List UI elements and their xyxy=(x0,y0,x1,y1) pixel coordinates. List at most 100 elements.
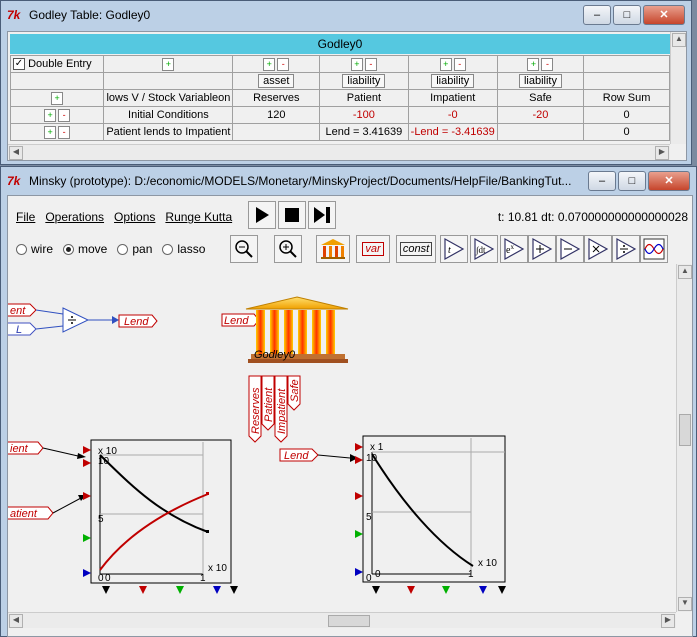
add-row-button[interactable]: + xyxy=(44,108,57,122)
delete-row-button[interactable]: - xyxy=(58,108,71,122)
wire[interactable] xyxy=(35,309,64,315)
add-stock-button[interactable]: + xyxy=(162,57,175,71)
table-cell[interactable]: Lend = 3.41639 xyxy=(319,123,409,141)
scroll-up-icon[interactable]: ▲ xyxy=(678,265,692,279)
table-cell[interactable] xyxy=(232,123,321,141)
multiply-tool-button[interactable] xyxy=(584,235,612,263)
var-lend-bank[interactable]: Lend xyxy=(221,313,260,327)
delete-row-button[interactable]: - xyxy=(58,125,71,139)
wire[interactable] xyxy=(317,454,351,459)
menu-runge-kutta[interactable]: Runge Kutta xyxy=(165,210,233,224)
godley-titlebar[interactable]: 7k Godley Table: Godley0 – □ ✕ xyxy=(1,1,691,29)
var-lend-arrow[interactable]: Lend xyxy=(118,314,158,328)
const-tool-button[interactable]: const xyxy=(396,235,436,263)
table-cell[interactable]: 120 xyxy=(232,106,321,124)
maximize-icon[interactable]: □ xyxy=(613,5,641,25)
zoom-out-button[interactable] xyxy=(230,235,258,263)
stock-header[interactable]: Patient xyxy=(319,89,409,107)
scroll-right-icon[interactable]: ▶ xyxy=(661,614,675,628)
add-column-button[interactable]: + xyxy=(263,57,276,71)
divide-operator[interactable] xyxy=(62,307,90,333)
mode-pan[interactable]: pan xyxy=(117,242,152,256)
wire[interactable] xyxy=(42,447,79,457)
table-cell[interactable]: -0 xyxy=(407,106,498,124)
mode-lasso[interactable]: lasso xyxy=(162,242,205,256)
scroll-thumb[interactable] xyxy=(679,414,691,446)
subtract-tool-button[interactable] xyxy=(556,235,584,263)
var-lend-plot2[interactable]: Lend xyxy=(279,448,319,462)
exp-tool-button[interactable]: ex xyxy=(500,235,528,263)
close-icon[interactable]: ✕ xyxy=(643,5,685,25)
add-row-button[interactable]: + xyxy=(51,91,64,105)
table-cell[interactable]: -100 xyxy=(319,106,409,124)
var-impatient-plot[interactable]: atient xyxy=(8,506,54,520)
menu-operations[interactable]: Operations xyxy=(45,210,105,224)
table-cell[interactable] xyxy=(496,123,585,141)
asset-class-button[interactable]: liability xyxy=(431,74,475,88)
row-label[interactable]: Patient lends to Impatient xyxy=(103,123,234,141)
double-entry-checkbox[interactable]: ✓ xyxy=(13,58,25,71)
godley-tool-button[interactable] xyxy=(316,235,350,263)
step-button[interactable] xyxy=(308,201,336,229)
integrate-tool-button[interactable]: ∫dt xyxy=(470,235,498,263)
run-button[interactable] xyxy=(248,201,276,229)
stock-header[interactable]: Safe xyxy=(496,89,585,107)
wire[interactable] xyxy=(35,325,64,330)
close-icon[interactable]: ✕ xyxy=(648,171,690,191)
godley-icon[interactable]: Godley0 xyxy=(245,296,349,363)
menu-file[interactable]: File xyxy=(16,210,36,224)
minimize-icon[interactable]: – xyxy=(588,171,616,191)
var-patient-top[interactable]: ent xyxy=(8,303,37,317)
delete-column-button[interactable]: - xyxy=(364,57,377,71)
stock-tag-patient[interactable]: Patient xyxy=(261,375,275,431)
mode-wire[interactable]: wire xyxy=(16,242,53,256)
time-tool-button[interactable]: t xyxy=(440,235,468,263)
scroll-up-icon[interactable]: ▲ xyxy=(672,33,686,47)
divide-tool-button[interactable] xyxy=(612,235,640,263)
maximize-icon[interactable]: □ xyxy=(618,171,646,191)
minsky-titlebar[interactable]: 7k Minsky (prototype): D:/economic/MODEL… xyxy=(1,167,696,195)
table-cell[interactable]: -20 xyxy=(496,106,585,124)
var-l[interactable]: L xyxy=(8,322,37,336)
godley-horizontal-scrollbar[interactable]: ◀ ▶ xyxy=(8,144,670,160)
scroll-down-icon[interactable]: ▼ xyxy=(678,597,692,611)
add-column-button[interactable]: + xyxy=(350,57,363,71)
wire[interactable] xyxy=(52,497,82,514)
add-column-button[interactable]: + xyxy=(527,57,540,71)
asset-class-button[interactable]: asset xyxy=(258,74,295,88)
plot-tool-button[interactable] xyxy=(640,235,668,263)
delete-column-button[interactable]: - xyxy=(541,57,554,71)
canvas-horizontal-scrollbar[interactable]: ◀ ▶ xyxy=(8,612,676,628)
var-patient-plot[interactable]: ient xyxy=(8,441,44,455)
scroll-left-icon[interactable]: ◀ xyxy=(9,614,23,628)
menu-options[interactable]: Options xyxy=(114,210,156,224)
model-canvas[interactable]: ent L Lend xyxy=(8,264,676,612)
stock-tag-reserves[interactable]: Reserves xyxy=(248,375,262,443)
add-tool-button[interactable] xyxy=(528,235,556,263)
stock-header[interactable]: Impatient xyxy=(407,89,498,107)
stop-button[interactable] xyxy=(278,201,306,229)
minimize-icon[interactable]: – xyxy=(583,5,611,25)
menu: File Operations Options Runge Kutta xyxy=(16,210,232,224)
scroll-right-icon[interactable]: ▶ xyxy=(655,146,669,160)
stock-tag-impatient[interactable]: Impatient xyxy=(274,375,288,443)
zoom-in-button[interactable] xyxy=(274,235,302,263)
plot-widget-1[interactable]: x 10 10 5 0 0 1 x 10 xyxy=(83,439,238,594)
var-tool-button[interactable]: var xyxy=(356,235,390,263)
plot-widget-2[interactable]: x 1 10 5 0 0 1 x 10 xyxy=(355,435,506,594)
mode-move[interactable]: move xyxy=(63,242,107,256)
delete-column-button[interactable]: - xyxy=(453,57,466,71)
add-column-button[interactable]: + xyxy=(439,57,452,71)
asset-class-button[interactable]: liability xyxy=(342,74,386,88)
asset-class-button[interactable]: liability xyxy=(518,74,562,88)
scroll-left-icon[interactable]: ◀ xyxy=(9,146,23,160)
add-row-button[interactable]: + xyxy=(44,125,57,139)
scroll-thumb[interactable] xyxy=(328,615,370,627)
row-label[interactable]: Initial Conditions xyxy=(103,106,234,124)
table-cell[interactable]: -Lend = -3.41639 xyxy=(407,123,498,141)
godley-vertical-scrollbar[interactable]: ▲ xyxy=(670,32,686,144)
delete-column-button[interactable]: - xyxy=(277,57,290,71)
stock-header[interactable]: Reserves xyxy=(232,89,321,107)
canvas-vertical-scrollbar[interactable]: ▲ ▼ xyxy=(676,264,692,612)
stock-tag-safe[interactable]: Safe xyxy=(287,375,301,411)
